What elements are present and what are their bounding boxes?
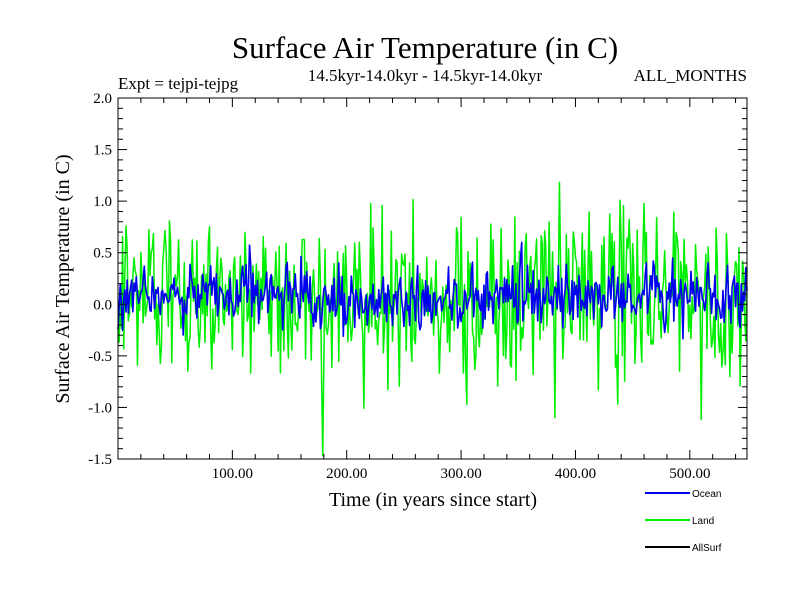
y-tick-label: 2.0 (93, 91, 112, 107)
chart-title: Surface Air Temperature (in C) (232, 30, 618, 65)
y-tick-label: -0.5 (88, 349, 112, 365)
y-tick-label: 0.5 (93, 246, 112, 262)
x-tick-label: 400.00 (555, 466, 596, 482)
x-tick-label: 100.00 (212, 466, 253, 482)
y-tick-label: -1.0 (88, 400, 112, 416)
y-axis-label: Surface Air Temperature (in C) (52, 154, 74, 403)
legend: Ocean Land AllSurf (645, 489, 722, 554)
x-tick-label: 500.00 (669, 466, 710, 482)
y-tick-label: 1.0 (93, 194, 112, 210)
x-tick-label: 300.00 (440, 466, 481, 482)
plot-frame (117, 97, 748, 460)
months-label: ALL_MONTHS (634, 66, 747, 85)
x-axis-label: Time (in years since start) (329, 489, 537, 511)
legend-label-land: Land (692, 516, 714, 527)
experiment-label: Expt = tejpi-tejpg (118, 74, 239, 93)
legend-label-ocean: Ocean (692, 489, 721, 500)
x-tick-label: 200.00 (326, 466, 367, 482)
plot-border (117, 97, 748, 460)
series-line-ocean (117, 241, 748, 340)
y-tick-label: 0.0 (93, 297, 112, 313)
series-line-land (117, 181, 748, 457)
axis-ticks: -1.5 -1.0 -0.5 0.0 0.5 1.0 1.5 2.0 100.00 200.00 3… (88, 91, 747, 482)
series-layer (117, 181, 748, 457)
legend-label-allsurf: AllSurf (692, 543, 722, 554)
period-label: 14.5kyr-14.0kyr - 14.5kyr-14.0kyr (308, 66, 543, 85)
y-tick-label: 1.5 (93, 143, 112, 159)
y-tick-label: -1.5 (88, 452, 112, 468)
